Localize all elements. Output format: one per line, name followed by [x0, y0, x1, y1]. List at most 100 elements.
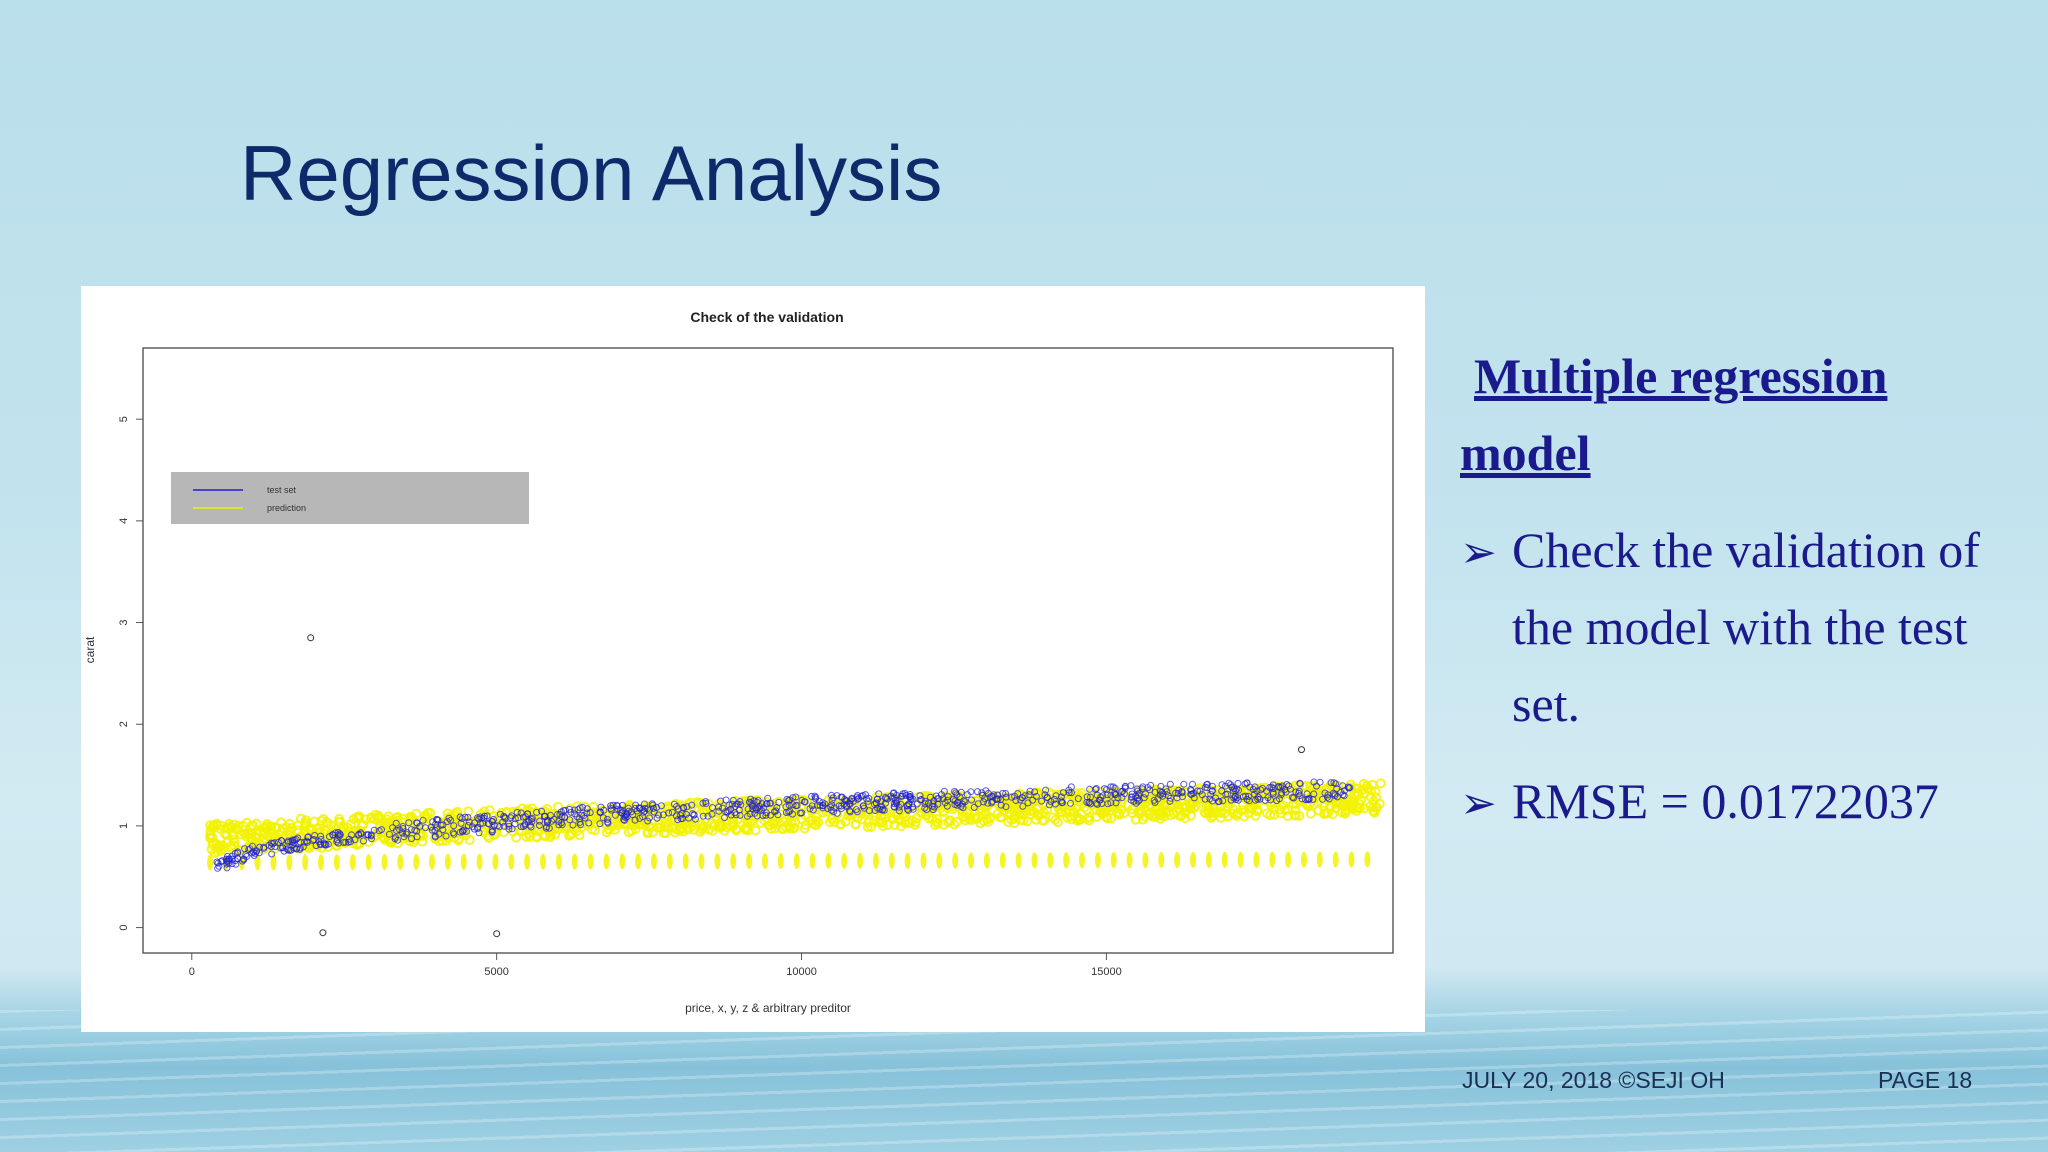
test-set-point	[1228, 783, 1236, 791]
prediction-point	[277, 826, 287, 837]
test-set-point	[1256, 795, 1264, 803]
test-set-point	[392, 819, 400, 827]
test-set-point	[1135, 796, 1143, 804]
test-set-point	[488, 826, 496, 834]
test-set-point	[732, 811, 740, 819]
test-set-point	[475, 829, 483, 837]
prediction-point	[1351, 802, 1362, 813]
prediction-band-point	[1174, 852, 1181, 868]
prediction-band-point	[1158, 852, 1165, 868]
test-set-point	[600, 806, 608, 814]
test-set-point	[1142, 790, 1149, 798]
test-set-point	[278, 837, 286, 845]
test-set-outlier	[493, 930, 501, 938]
test-set-point	[1290, 794, 1298, 802]
prediction-point	[1018, 815, 1029, 826]
test-set-point	[569, 821, 577, 829]
prediction-band-point	[1047, 852, 1054, 869]
prediction-point	[356, 820, 367, 831]
prediction-point	[943, 817, 954, 828]
test-set-point	[792, 793, 800, 801]
prediction-point	[658, 828, 669, 839]
test-set-point	[961, 798, 969, 806]
test-set-point	[620, 816, 628, 824]
test-set-point	[1159, 792, 1167, 800]
test-set-point	[312, 842, 320, 850]
test-set-point	[1303, 790, 1311, 798]
test-set-point	[685, 814, 693, 822]
test-set-point	[283, 845, 291, 853]
test-set-point	[402, 830, 410, 838]
y-tick-label: 4	[118, 518, 130, 524]
test-set-point	[413, 827, 421, 835]
test-set-outlier	[307, 634, 315, 642]
test-set-point	[665, 809, 673, 817]
test-set-point	[1166, 797, 1174, 805]
test-set-point	[342, 838, 350, 846]
test-set-point	[1234, 779, 1242, 787]
test-set-point	[934, 800, 942, 808]
test-set-point	[758, 800, 766, 808]
test-set-point	[855, 794, 863, 802]
test-set-point	[691, 815, 699, 823]
prediction-point	[995, 812, 1006, 823]
prediction-band-point	[429, 853, 435, 870]
test-set-point	[1333, 785, 1341, 793]
prediction-point	[802, 797, 813, 808]
test-set-point	[456, 813, 464, 821]
sidebar-notes: Multiple regression model ➢ Check the va…	[1460, 338, 2020, 862]
prediction-band-point	[333, 854, 340, 871]
test-set-point	[1324, 791, 1332, 799]
test-set-point	[1310, 790, 1318, 798]
prediction-point	[531, 831, 542, 842]
prediction-point	[968, 812, 979, 823]
test-set-point	[241, 845, 249, 853]
legend-label-prediction: prediction	[267, 503, 306, 513]
test-set-point	[872, 799, 880, 807]
test-set-point	[1344, 783, 1352, 791]
test-set-point	[704, 812, 712, 820]
test-set-point	[599, 814, 607, 822]
test-set-point	[522, 813, 530, 821]
test-set-point	[921, 804, 929, 812]
test-set-point	[1107, 799, 1115, 807]
test-set-point	[984, 799, 992, 807]
test-set-point	[789, 810, 796, 818]
legend-label-test-set: test set	[267, 485, 297, 495]
test-set-point	[944, 793, 952, 801]
prediction-point	[354, 811, 365, 822]
prediction-point	[408, 837, 419, 848]
test-set-point	[941, 799, 949, 807]
bullet-validation: ➢ Check the validation of the model with…	[1460, 512, 2020, 743]
prediction-point	[1199, 807, 1210, 818]
test-set-point	[459, 828, 467, 836]
test-set-point	[533, 808, 541, 816]
prediction-band-point	[1237, 851, 1244, 868]
test-set-point	[405, 819, 413, 827]
prediction-point	[910, 817, 921, 828]
test-set-point	[1259, 784, 1266, 792]
prediction-point	[207, 839, 218, 850]
prediction-point	[995, 802, 1006, 813]
test-set-point	[571, 810, 579, 818]
test-set-point	[1257, 786, 1265, 794]
prediction-point	[1066, 814, 1077, 825]
prediction-band-point	[952, 852, 959, 869]
test-set-point	[1289, 793, 1296, 801]
test-set-point	[1261, 796, 1269, 804]
test-set-point	[538, 807, 545, 815]
test-set-point	[450, 822, 458, 830]
test-set-point	[1207, 790, 1215, 798]
test-set-point	[223, 864, 231, 872]
test-set-point	[1166, 780, 1174, 788]
test-set-point	[747, 799, 755, 807]
scatter-chart: Check of the validation 0 5000 10000 150000…	[83, 309, 1394, 1015]
chart-panel: Check of the validation 0 5000 10000 15000 0…	[81, 286, 1425, 1032]
test-set-point	[949, 796, 957, 803]
test-set-point	[1305, 795, 1313, 802]
prediction-point	[850, 819, 861, 830]
test-set-point	[1231, 793, 1239, 801]
prediction-point	[251, 818, 262, 829]
prediction-point	[763, 820, 774, 831]
prediction-band-point	[999, 852, 1006, 869]
